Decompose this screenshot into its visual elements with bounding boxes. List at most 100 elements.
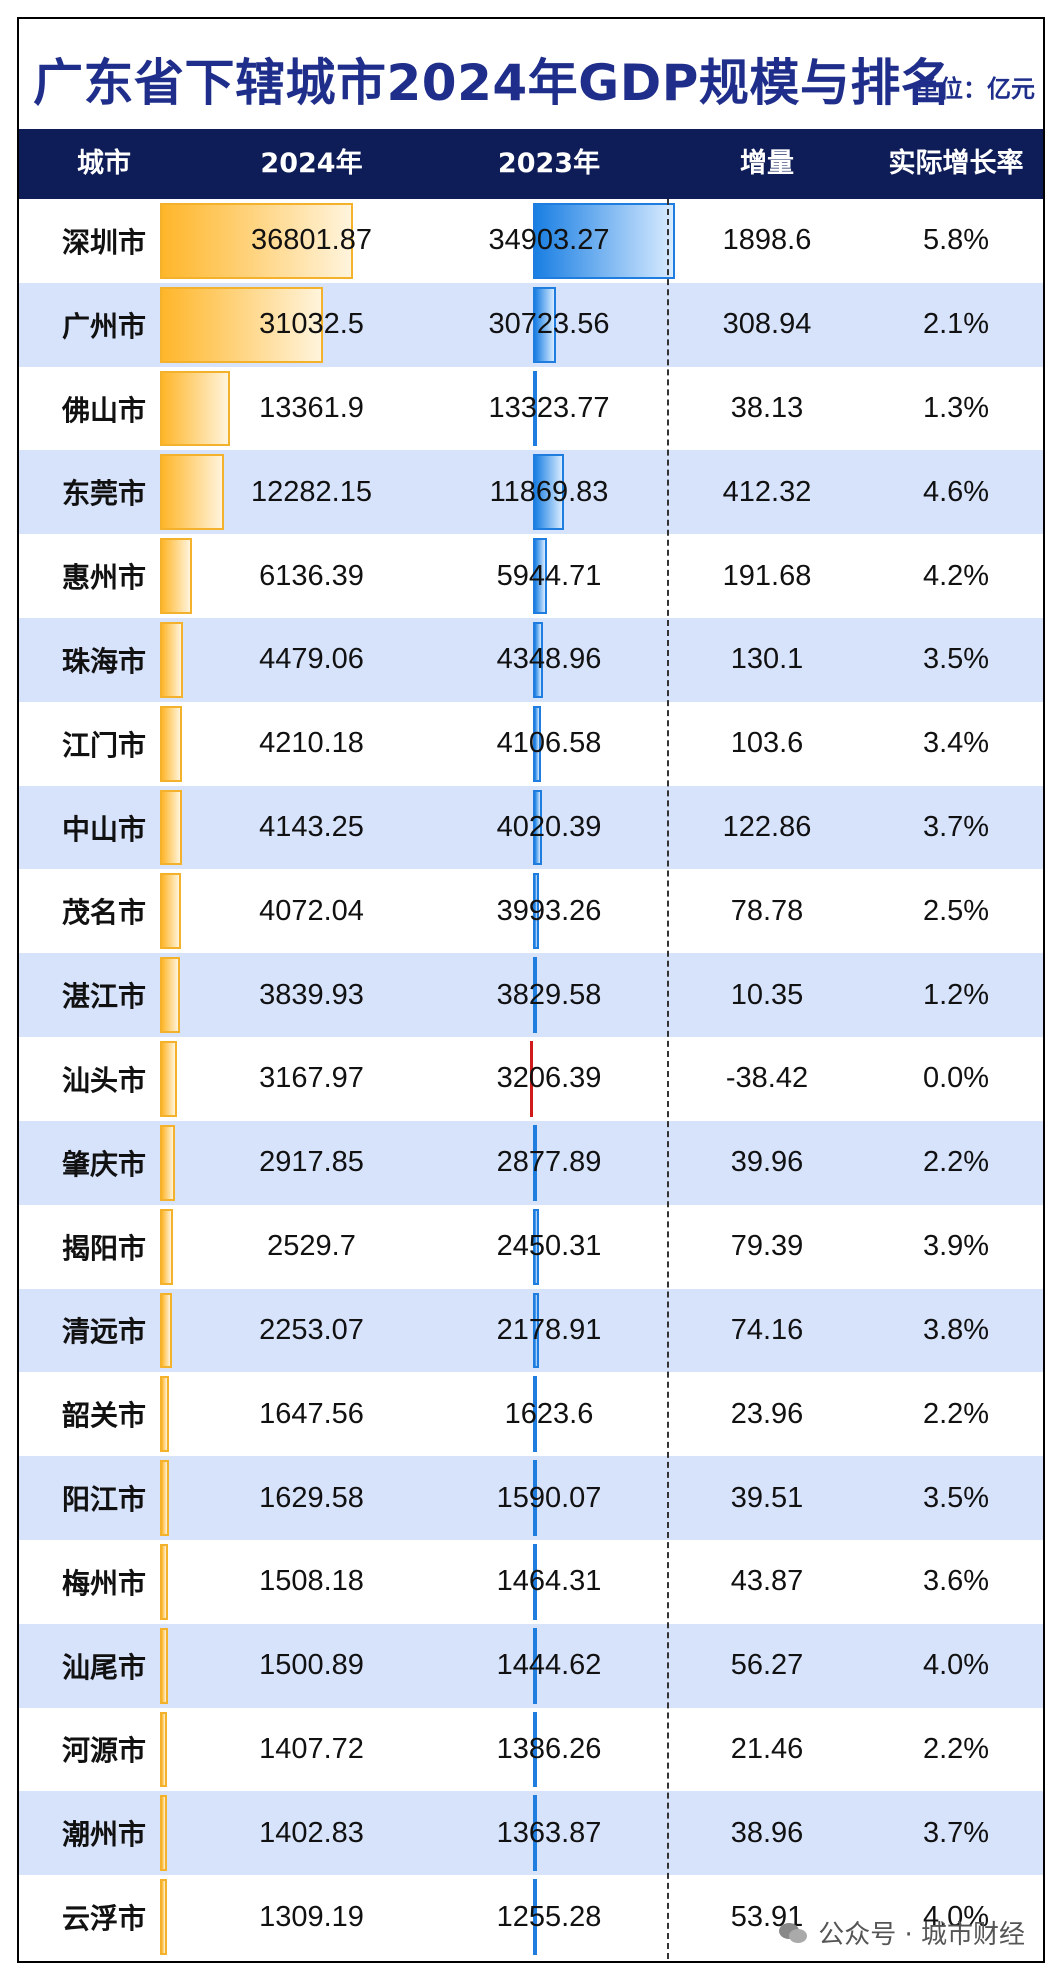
value-2023: 1363.87	[496, 1816, 602, 1849]
bar-increase	[533, 1627, 538, 1704]
chart-title: 广东省下辖城市2024年GDP规模与排名	[33, 54, 952, 112]
city-name: 湛江市	[61, 980, 146, 1014]
bar-2024	[160, 1208, 174, 1285]
bar-increase	[533, 789, 543, 866]
bar-2024	[160, 1124, 176, 1201]
city-name: 茂名市	[61, 896, 146, 930]
value-growth-rate: 4.0%	[922, 1900, 990, 1933]
value-growth-rate: 2.2%	[922, 1732, 990, 1765]
table-row: 湛江市 3839.93 3829.58 10.35 1.2%	[19, 953, 1043, 1038]
bar-2024	[160, 873, 182, 950]
value-2023: 1255.28	[496, 1900, 602, 1933]
value-2024: 4143.25	[259, 811, 364, 844]
value-growth-rate: 2.5%	[922, 894, 990, 927]
value-2023: 5944.71	[496, 559, 602, 592]
city-name: 汕头市	[61, 1063, 146, 1097]
header-city: 城市	[77, 148, 131, 179]
value-growth-rate: 2.2%	[922, 1146, 990, 1179]
table-row: 肇庆市 2917.85 2877.89 39.96 2.2%	[19, 1120, 1043, 1205]
table-row: 阳江市 1629.58 1590.07 39.51 3.5%	[19, 1456, 1043, 1540]
value-2024: 1309.19	[259, 1900, 364, 1933]
value-2024: 1508.18	[259, 1565, 364, 1598]
city-name: 揭阳市	[61, 1231, 146, 1265]
value-2024: 1629.58	[259, 1481, 364, 1514]
value-2024: 4479.06	[259, 643, 364, 676]
value-growth-rate: 4.6%	[922, 475, 990, 508]
bar-increase	[533, 873, 539, 950]
bar-increase	[533, 622, 543, 698]
value-2023: 4106.58	[496, 727, 602, 760]
bar-2024	[160, 622, 184, 698]
bar-increase	[533, 203, 675, 279]
bar-increase	[533, 286, 557, 363]
table-row: 潮州市 1402.83 1363.87 38.96 3.7%	[19, 1791, 1043, 1876]
bar-2024	[160, 1041, 177, 1117]
value-increase: 43.87	[730, 1565, 804, 1598]
bar-2024	[160, 203, 353, 279]
bar-2024	[160, 1711, 168, 1788]
bar-increase	[533, 1460, 537, 1536]
bar-increase	[533, 1124, 537, 1201]
bar-2024	[160, 1292, 172, 1369]
unit-label: 单位：亿元	[915, 75, 1035, 103]
bar-increase	[533, 957, 537, 1034]
city-name: 潮州市	[61, 1818, 146, 1852]
value-2023: 3829.58	[496, 978, 602, 1011]
value-2024: 2253.07	[259, 1313, 364, 1346]
value-2024: 4072.04	[259, 894, 364, 927]
value-2024: 1500.89	[259, 1649, 364, 1682]
table-row: 清远市 2253.07 2178.91 74.16 3.8%	[19, 1288, 1043, 1373]
value-increase: -38.42	[725, 1062, 809, 1095]
city-name: 清远市	[61, 1315, 146, 1349]
city-name: 惠州市	[61, 561, 146, 595]
value-increase: 122.86	[722, 811, 812, 844]
value-2023: 1623.6	[504, 1397, 594, 1430]
bar-increase	[533, 370, 537, 447]
value-growth-rate: 1.3%	[922, 392, 990, 424]
bar-increase	[533, 705, 541, 782]
value-2023: 13323.77	[488, 392, 610, 424]
value-growth-rate: 4.2%	[922, 559, 990, 592]
table-row: 梅州市 1508.18 1464.31 43.87 3.6%	[19, 1540, 1043, 1624]
value-2023: 3206.39	[496, 1062, 602, 1095]
value-2023: 1444.62	[496, 1649, 602, 1682]
city-name: 广州市	[61, 309, 146, 343]
table-header: 城市 2024年 2023年 增量 实际增长率	[19, 129, 1043, 199]
value-increase: 23.96	[730, 1397, 804, 1430]
value-growth-rate: 3.5%	[922, 1481, 990, 1514]
value-2024: 13361.9	[259, 392, 364, 424]
city-name: 韶关市	[61, 1399, 146, 1433]
bar-2024	[160, 370, 231, 447]
bar-2024	[160, 789, 182, 866]
table-row: 佛山市 13361.9 13323.77 38.13 1.3%	[19, 367, 1043, 451]
value-2024: 3167.97	[259, 1062, 364, 1095]
increase-axis-line	[667, 199, 669, 1959]
value-increase: 412.32	[722, 475, 812, 508]
value-increase: 56.27	[730, 1649, 804, 1682]
value-2023: 11869.83	[489, 475, 609, 508]
bar-increase	[533, 538, 548, 615]
city-name: 肇庆市	[61, 1147, 146, 1181]
value-2024: 1407.72	[259, 1732, 364, 1765]
chart-frame: 广东省下辖城市2024年GDP规模与排名 单位：亿元 城市 2024年 2023…	[17, 17, 1045, 1963]
value-2023: 2450.31	[496, 1230, 602, 1263]
value-increase: 103.6	[730, 727, 804, 760]
city-name: 珠海市	[61, 644, 146, 678]
value-increase: 21.46	[730, 1732, 804, 1765]
city-name: 中山市	[61, 812, 146, 846]
table-row: 云浮市 1309.19 1255.28 53.91 4.0%	[19, 1875, 1043, 1959]
value-2024: 31032.5	[259, 308, 364, 341]
value-growth-rate: 3.7%	[922, 1816, 990, 1849]
value-increase: 78.78	[730, 894, 804, 927]
city-name: 江门市	[61, 728, 146, 762]
city-name: 云浮市	[61, 1902, 146, 1936]
bar-2024	[160, 957, 181, 1034]
value-2024: 3839.93	[259, 978, 364, 1011]
value-2023: 1590.07	[496, 1481, 602, 1514]
value-increase: 38.13	[730, 392, 804, 424]
watermark-text: 公众号 · 城市财经	[818, 1920, 1025, 1950]
header-2023: 2023年	[497, 148, 601, 179]
value-increase: 39.51	[730, 1481, 804, 1514]
bar-2024	[160, 1795, 168, 1872]
value-2023: 34903.27	[488, 224, 610, 257]
